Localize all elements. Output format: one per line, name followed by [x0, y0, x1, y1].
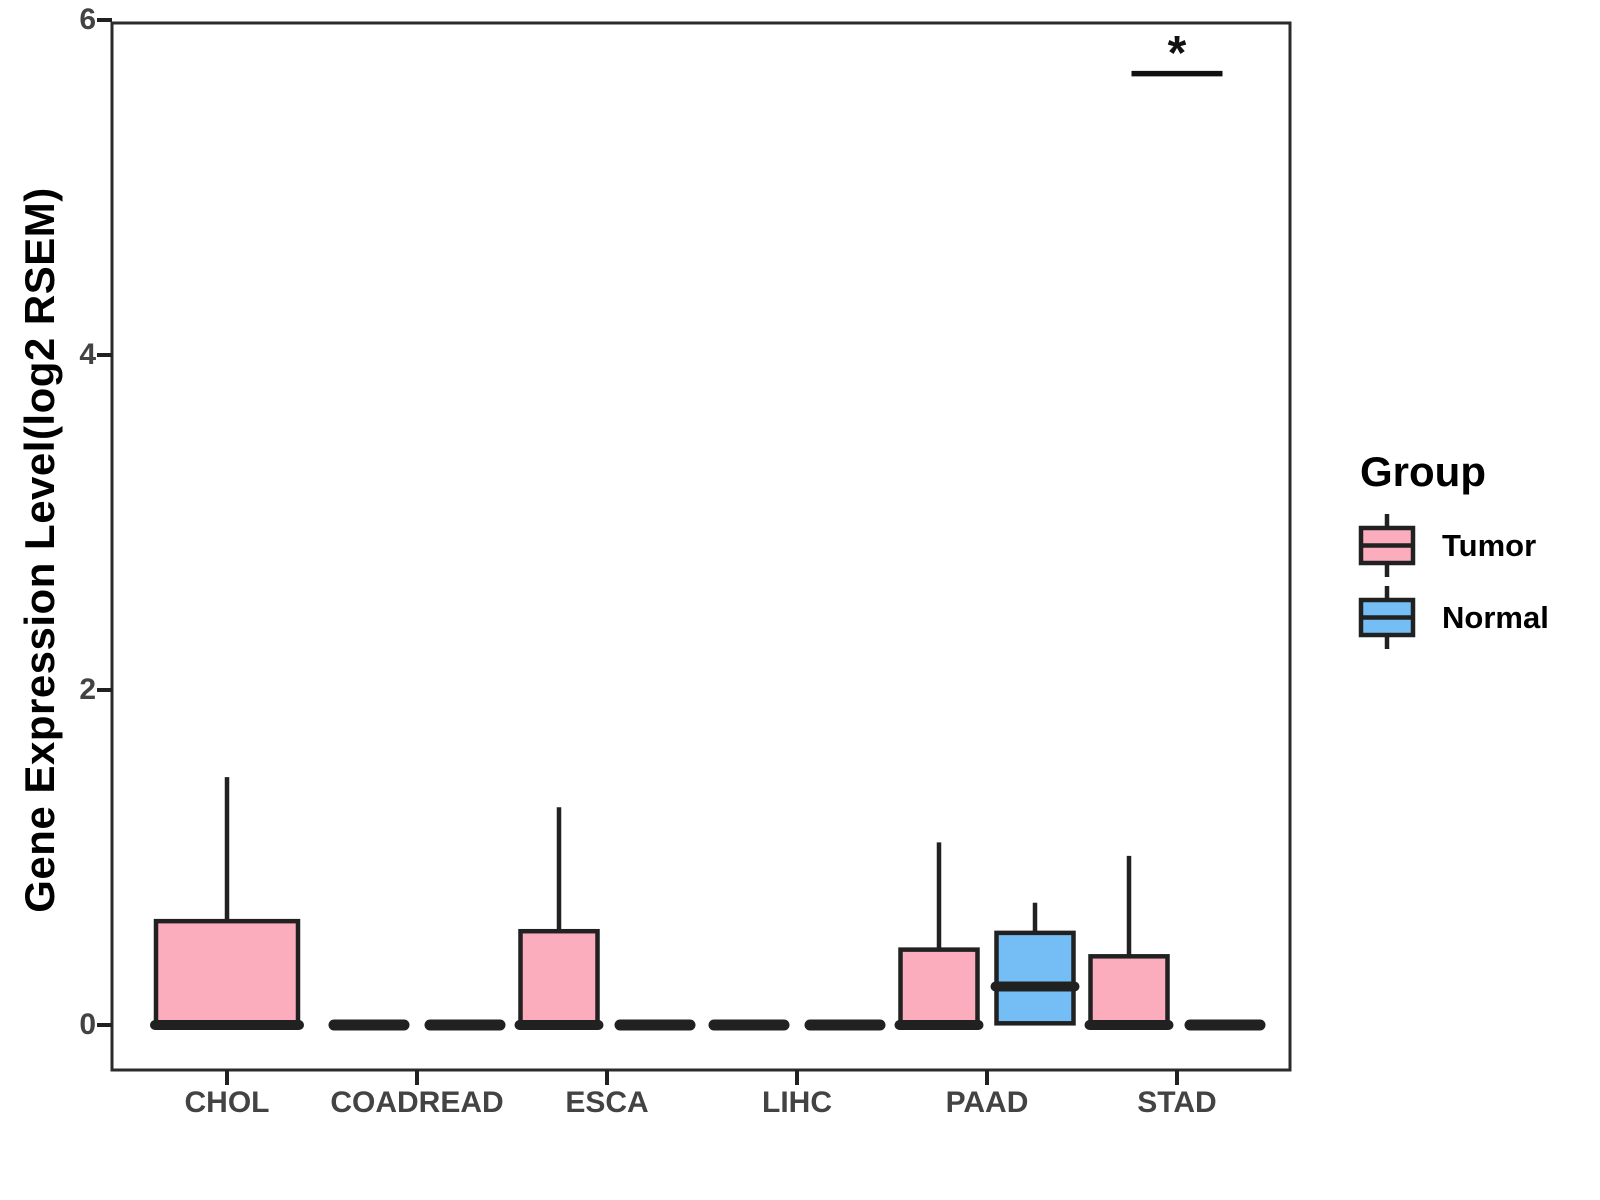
box-chol-tumor	[153, 918, 301, 1028]
x-tick-label-stad: STAD	[1137, 1086, 1217, 1119]
flat-box-lihc-tumor	[708, 1019, 790, 1031]
x-tick-label-lihc: LIHC	[762, 1086, 832, 1119]
legend-key-normal-boxplot-icon	[1358, 586, 1416, 649]
flat-box-coadread-tumor	[328, 1019, 410, 1031]
legend-item-normal: Normal	[1358, 582, 1598, 654]
y-tick-label-2: 2	[79, 673, 96, 706]
y-tick-label-6: 6	[79, 3, 96, 36]
box-paad-normal	[994, 930, 1076, 1026]
box-paad-tumor	[898, 947, 980, 1028]
x-tick-label-chol: CHOL	[184, 1086, 270, 1119]
legend-label-normal: Normal	[1442, 600, 1549, 635]
y-tick-label-0: 0	[79, 1008, 96, 1041]
y-tick-label-4: 4	[79, 338, 96, 371]
legend-item-tumor: Tumor	[1358, 510, 1598, 582]
flat-box-coadread-normal	[424, 1019, 506, 1031]
legend: Group Tumor Normal	[1358, 448, 1598, 654]
legend-rows: Tumor Normal	[1358, 510, 1598, 654]
y-axis-title: Gene Expression Level(log2 RSEM)	[16, 187, 63, 913]
significance-star: *	[1167, 27, 1187, 80]
legend-label-tumor: Tumor	[1442, 528, 1537, 563]
box-esca-tumor	[518, 928, 600, 1028]
x-tick-label-esca: ESCA	[565, 1086, 649, 1119]
legend-key-tumor-boxplot-icon	[1358, 514, 1416, 577]
legend-title: Group	[1360, 448, 1486, 495]
x-tick-label-paad: PAAD	[945, 1086, 1029, 1119]
box-stad-tumor	[1088, 954, 1170, 1028]
flat-box-lihc-normal	[804, 1019, 886, 1031]
flat-box-stad-normal	[1184, 1019, 1266, 1031]
panel-border	[110, 21, 1292, 1072]
x-tick-label-coadread: COADREAD	[330, 1086, 504, 1119]
flat-box-esca-normal	[614, 1019, 696, 1031]
